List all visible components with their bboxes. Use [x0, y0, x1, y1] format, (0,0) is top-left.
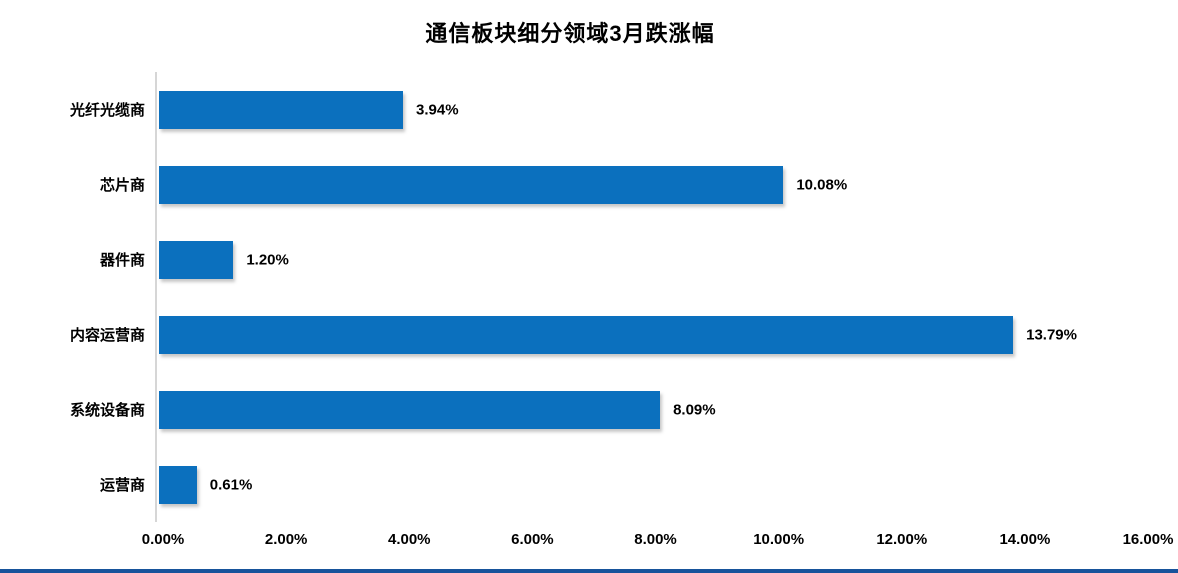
data-label: 1.20%: [246, 251, 289, 268]
bar-track: 3.94%: [155, 72, 1148, 147]
bar: [159, 165, 784, 204]
data-label: 0.61%: [209, 476, 253, 493]
category-label: 内容运营商: [69, 327, 145, 344]
x-axis: 0.00% 2.00% 4.00% 6.00% 8.00% 10.00% 12.00% 14.…: [142, 531, 1174, 553]
bar-track: 1.20%: [155, 222, 1148, 297]
x-tick-label: 14.00%: [999, 531, 1051, 548]
data-label: 3.94%: [416, 101, 459, 118]
x-tick-label: 10.00%: [753, 531, 805, 548]
category-label: 光纤光缆商: [69, 102, 145, 119]
chart-row: 器件商 1.20%: [0, 222, 1148, 297]
x-tick-label: 4.00%: [387, 531, 431, 548]
chart-plot-area: 光纤光缆商 3.94% 芯片商 10.08% 器件商 1.20% 内容运营商 13.79% 系统…: [0, 72, 1148, 522]
x-tick-label: 8.00%: [634, 531, 677, 548]
data-label: 8.09%: [673, 401, 716, 418]
chart-row: 系统设备商 8.09%: [0, 372, 1148, 447]
category-label: 系统设备商: [69, 402, 145, 419]
category-label: 器件商: [99, 252, 145, 269]
data-label: 10.08%: [796, 176, 848, 193]
x-tick-label: 12.00%: [876, 531, 928, 548]
chart-row: 芯片商 10.08%: [0, 147, 1148, 222]
bar: [159, 315, 1014, 354]
category-label: 运营商: [99, 477, 145, 494]
chart-row: 内容运营商 13.79%: [0, 297, 1148, 372]
chart-row: 运营商 0.61%: [0, 447, 1148, 522]
bar: [159, 240, 234, 279]
chart-title: 通信板块细分领域3月跌涨幅: [425, 21, 715, 46]
bar-track: 8.09%: [155, 372, 1148, 447]
x-tick-label: 16.00%: [1122, 531, 1174, 548]
x-tick-label: 0.00%: [141, 531, 185, 548]
bar-track: 13.79%: [155, 297, 1148, 372]
bar: [159, 465, 197, 504]
x-tick-label: 2.00%: [264, 531, 308, 548]
bar: [159, 390, 661, 429]
data-label: 13.79%: [1026, 326, 1077, 343]
bar-track: 0.61%: [155, 447, 1148, 522]
category-label: 芯片商: [99, 177, 145, 194]
bar: [159, 90, 404, 129]
bar-track: 10.08%: [155, 147, 1148, 222]
chart-row: 光纤光缆商 3.94%: [0, 72, 1148, 147]
bottom-strip: [0, 569, 1178, 573]
x-tick-label: 6.00%: [511, 531, 554, 548]
